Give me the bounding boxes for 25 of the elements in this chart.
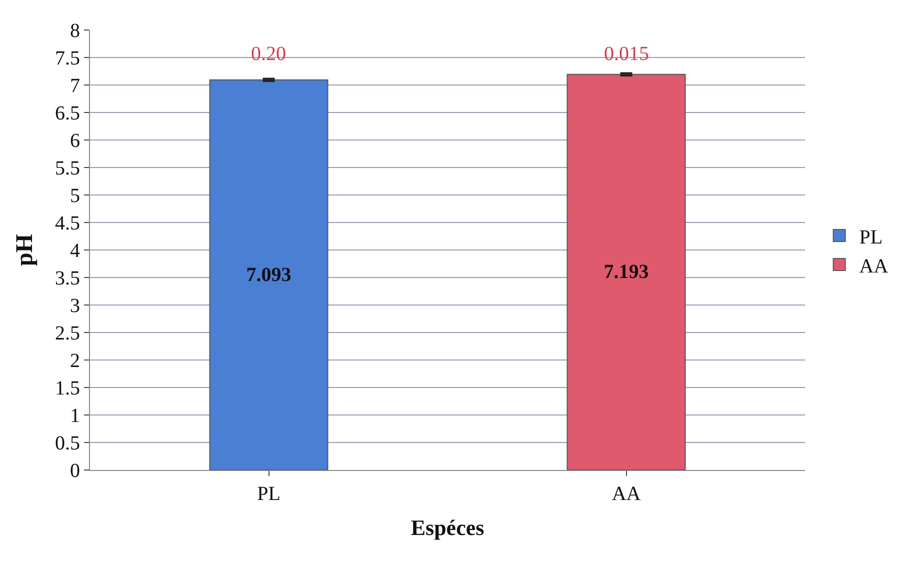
annotation: 0.20 xyxy=(251,43,286,65)
y-tick-label: 8 xyxy=(70,20,80,42)
legend-label: AA xyxy=(859,255,889,278)
y-tick-label: 7 xyxy=(70,75,80,97)
y-tick-label: 0 xyxy=(70,460,80,482)
y-axis-title: pH xyxy=(12,234,38,266)
y-tick-label: 2.5 xyxy=(55,322,80,344)
y-tick-label: 1 xyxy=(70,405,80,427)
y-tick-label: 4 xyxy=(70,240,80,262)
y-tick-label: 6.5 xyxy=(55,102,80,124)
y-tick-label: 0.5 xyxy=(55,432,80,454)
annotation: 0.015 xyxy=(604,43,649,65)
y-tick-label: 2 xyxy=(70,350,80,372)
data-label: 7.093 xyxy=(246,264,292,286)
y-tick-label: 1.5 xyxy=(55,378,80,400)
legend-label: PL xyxy=(859,226,883,248)
y-tick-label: 3.5 xyxy=(55,268,80,290)
data-label: 7.193 xyxy=(604,261,649,284)
y-tick-label: 6 xyxy=(70,130,80,152)
y-tick-label: 4.5 xyxy=(55,212,80,234)
y-tick-label: 3 xyxy=(70,295,80,317)
y-tick-label: 5 xyxy=(70,185,80,207)
y-tick-label: 7.5 xyxy=(55,48,80,70)
y-tick-label: 5.5 xyxy=(55,158,80,180)
x-axis-title: Espéces xyxy=(410,514,485,540)
